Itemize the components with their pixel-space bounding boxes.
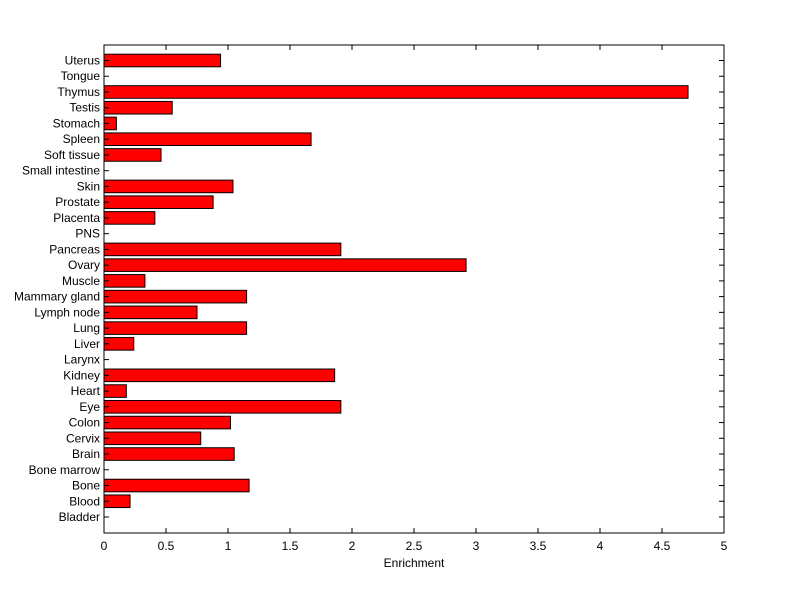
y-tick-label: Pancreas <box>49 242 100 256</box>
bar <box>103 415 231 430</box>
x-axis-tick-labels: 0 0.5 1 1.5 2 2.5 3 3.5 4 4.5 5 <box>101 539 728 553</box>
bar <box>103 289 248 304</box>
y-tick-label: Lung <box>73 321 100 335</box>
bar <box>103 447 235 461</box>
y-tick-label: Brain <box>72 447 100 461</box>
y-tick-label: Bone <box>72 479 100 493</box>
y-tick-label: Small intestine <box>22 164 100 178</box>
bar <box>103 321 248 335</box>
bar <box>103 258 467 272</box>
bars <box>103 53 689 509</box>
x-tick-label: 3 <box>473 539 480 553</box>
y-tick-label: Placenta <box>53 211 100 225</box>
y-tick-label: Larynx <box>64 353 100 367</box>
x-tick-label: 0.5 <box>158 539 175 553</box>
y-tick-label: Heart <box>71 384 101 398</box>
y-tick-label: Blood <box>69 494 100 508</box>
y-tick-label: Spleen <box>63 132 100 146</box>
y-tick-label: Liver <box>74 337 100 351</box>
bar <box>103 211 156 225</box>
y-tick-label: Bone marrow <box>29 463 101 477</box>
bar <box>103 431 202 446</box>
bar <box>103 242 342 257</box>
bar <box>103 478 250 493</box>
y-tick-label: Uterus <box>65 54 100 68</box>
y-tick-label: Mammary gland <box>14 290 100 304</box>
y-tick-label: Soft tissue <box>44 148 100 162</box>
bar <box>103 100 173 115</box>
x-tick-label: 3.5 <box>530 539 547 553</box>
bar <box>103 53 222 68</box>
x-tick-label: 1.5 <box>282 539 299 553</box>
bar <box>103 274 146 288</box>
bar <box>103 148 162 162</box>
y-tick-label: Eye <box>79 400 100 414</box>
x-tick-label: 5 <box>721 539 728 553</box>
bar <box>103 85 689 99</box>
y-tick-label: Cervix <box>66 431 100 445</box>
y-tick-label: Colon <box>69 416 100 430</box>
x-axis-label: Enrichment <box>384 556 445 570</box>
bar <box>103 400 342 414</box>
y-tick-label: Skin <box>77 179 100 193</box>
y-tick-label: Bladder <box>59 510 100 524</box>
x-tick-label: 0 <box>101 539 108 553</box>
y-tick-label: Prostate <box>55 195 100 209</box>
y-tick-label: Ovary <box>68 258 100 272</box>
bar <box>103 132 312 147</box>
bar <box>103 179 234 194</box>
x-tick-label: 4.5 <box>654 539 671 553</box>
axis-ticks <box>103 45 725 533</box>
y-tick-label: Thymus <box>57 85 100 99</box>
y-tick-label: Tongue <box>61 69 101 83</box>
x-tick-label: 4 <box>597 539 604 553</box>
bar <box>103 195 214 209</box>
y-tick-label: Stomach <box>53 116 100 130</box>
y-tick-label: Muscle <box>62 274 100 288</box>
x-tick-label: 1 <box>225 539 232 553</box>
y-tick-label: Kidney <box>63 368 100 382</box>
x-tick-label: 2.5 <box>406 539 423 553</box>
bar <box>103 305 198 320</box>
x-tick-label: 2 <box>349 539 356 553</box>
y-tick-label: PNS <box>75 227 100 241</box>
y-tick-label: Lymph node <box>34 305 100 319</box>
y-tick-label: Testis <box>69 101 100 115</box>
bar <box>103 368 336 383</box>
